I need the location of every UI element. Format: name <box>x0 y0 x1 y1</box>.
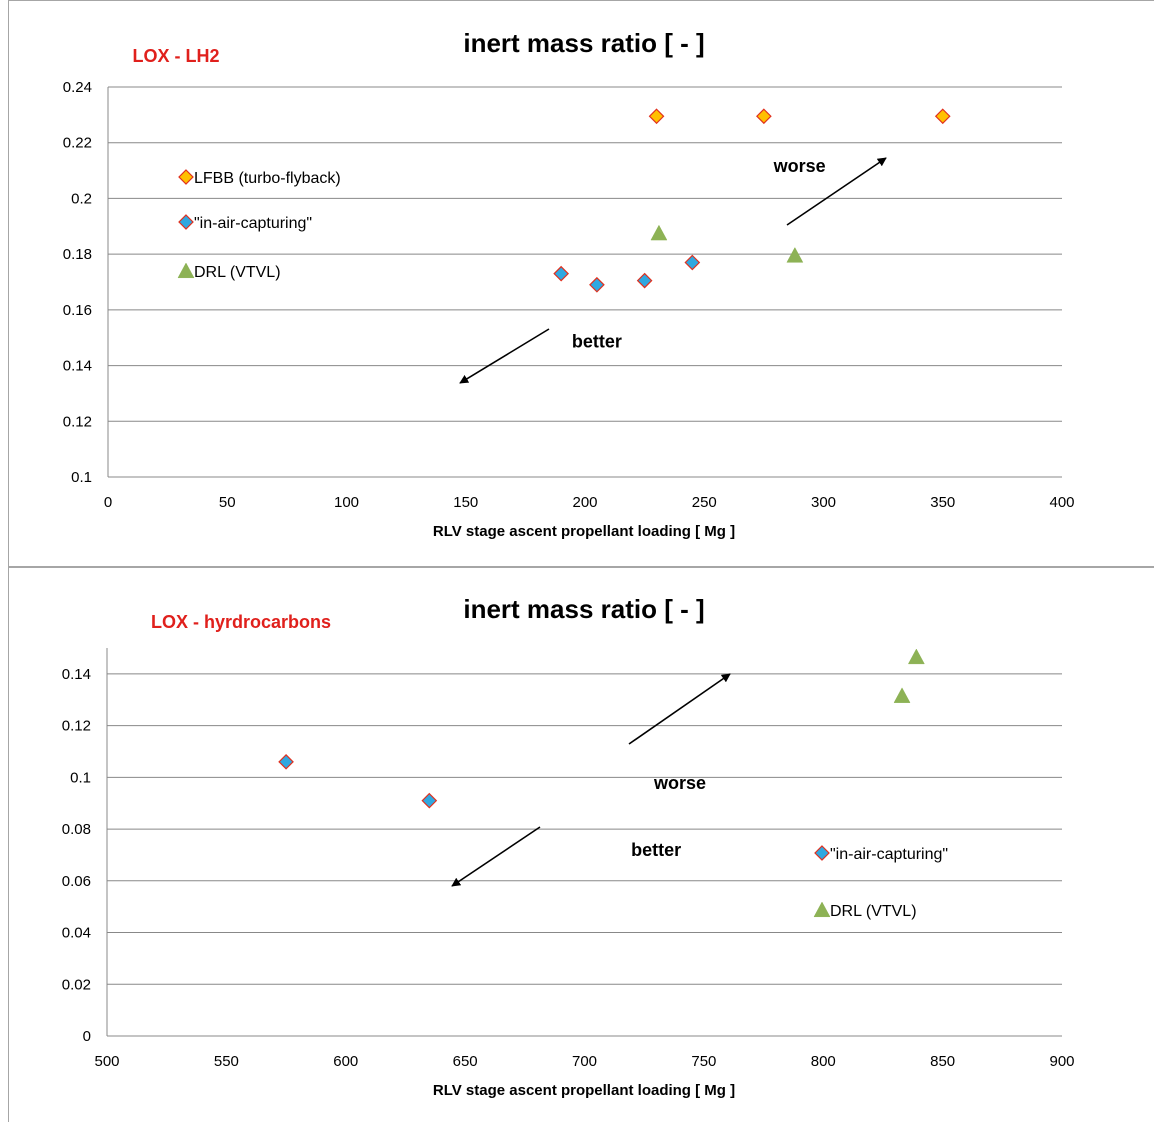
data-point-diamond <box>934 108 951 125</box>
series-group <box>553 254 701 293</box>
y-tick-label: 0.14 <box>63 358 92 375</box>
legend-marker-triangle <box>813 901 831 918</box>
y-tick-label: 0.04 <box>62 925 91 942</box>
y-tick-label: 0.06 <box>62 873 91 890</box>
data-point-diamond <box>756 108 772 125</box>
y-tick-label: 0.24 <box>63 79 92 96</box>
y-tick-label: 0.1 <box>71 469 92 486</box>
frame-left-border <box>8 0 9 1122</box>
data-point-diamond <box>648 108 665 125</box>
x-tick-label: 250 <box>692 494 717 511</box>
annotation-arrow <box>451 826 541 887</box>
annotation-arrow <box>459 328 550 384</box>
x-tick-label: 100 <box>334 494 359 511</box>
x-axis-title: RLV stage ascent propellant loading [ Mg… <box>433 1082 735 1099</box>
annotation-label-worse: worse <box>653 773 706 793</box>
data-point-diamond <box>553 265 569 282</box>
x-tick-label: 550 <box>214 1053 239 1070</box>
x-tick-label: 0 <box>104 494 112 511</box>
data-point-diamond <box>684 254 701 271</box>
legend-marker-diamond <box>178 214 194 230</box>
y-tick-label: 0.14 <box>62 666 91 683</box>
data-point-diamond <box>589 276 605 293</box>
x-tick-label: 600 <box>333 1053 358 1070</box>
y-tick-label: 0.16 <box>63 302 92 319</box>
y-tick-label: 0.08 <box>62 821 91 838</box>
x-tick-label: 150 <box>453 494 478 511</box>
annotation-label-better: better <box>631 840 681 860</box>
x-tick-label: 50 <box>219 494 236 511</box>
legend-marker-triangle <box>177 262 195 279</box>
series-group <box>650 224 804 263</box>
chart-title: inert mass ratio [ - ] <box>463 28 704 58</box>
legend-label: DRL (VTVL) <box>194 264 281 281</box>
frame-top-border <box>8 0 1154 1</box>
annotation-arrow <box>628 673 731 745</box>
x-tick-label: 300 <box>811 494 836 511</box>
y-tick-label: 0 <box>83 1028 91 1045</box>
y-tick-label: 0.02 <box>62 976 91 993</box>
data-point-diamond <box>636 272 653 289</box>
x-tick-label: 200 <box>572 494 597 511</box>
legend-label: LFBB (turbo-flyback) <box>194 170 341 187</box>
annotation-arrow <box>786 157 887 226</box>
chart-lox-lh2: 0.1 0.12 0.14 0.16 0.18 0.2 0.22 0.24 0 50 100 150 2… <box>63 28 1075 540</box>
series-group <box>893 648 925 703</box>
annotation-label-better: better <box>572 331 622 351</box>
propellant-label: LOX - hyrdrocarbons <box>151 612 331 632</box>
series-group <box>648 108 951 125</box>
data-point-diamond <box>421 792 438 809</box>
x-tick-label: 400 <box>1049 494 1074 511</box>
chart-panel-lox-hydrocarbons: 0 0.02 0.04 0.06 0.08 0.1 0.12 0.14 500 550 600 650… <box>0 566 1154 1122</box>
legend-marker-diamond <box>178 169 194 185</box>
data-point-triangle <box>907 648 925 665</box>
y-tick-label: 0.18 <box>63 246 92 263</box>
y-tick-label: 0.22 <box>63 135 92 152</box>
legend-label: "in-air-capturing" <box>194 215 312 232</box>
annotation-label-worse: worse <box>773 156 826 176</box>
panel-divider <box>8 566 1154 568</box>
data-point-triangle <box>893 687 911 703</box>
x-tick-label: 900 <box>1049 1053 1074 1070</box>
data-point-triangle <box>650 224 668 241</box>
y-tick-label: 0.1 <box>70 769 91 786</box>
chart-panel-lox-lh2: 0.1 0.12 0.14 0.16 0.18 0.2 0.22 0.24 0 50 100 150 2… <box>63 28 1075 540</box>
x-tick-label: 650 <box>453 1053 478 1070</box>
y-tick-label: 0.12 <box>62 718 91 735</box>
y-tick-label: 0.2 <box>71 190 92 207</box>
propellant-label: LOX - LH2 <box>132 46 219 66</box>
x-tick-label: 500 <box>94 1053 119 1070</box>
x-tick-label: 750 <box>691 1053 716 1070</box>
legend-marker-diamond <box>814 845 830 861</box>
data-point-diamond <box>278 753 294 770</box>
chart-lox-hydrocarbons: 0 0.02 0.04 0.06 0.08 0.1 0.12 0.14 500 550 600 650… <box>62 594 1075 1099</box>
chart-title: inert mass ratio [ - ] <box>463 594 704 624</box>
legend-label: "in-air-capturing" <box>830 846 948 863</box>
x-tick-label: 800 <box>811 1053 836 1070</box>
x-tick-label: 850 <box>930 1053 955 1070</box>
x-tick-label: 350 <box>930 494 955 511</box>
x-axis-title: RLV stage ascent propellant loading [ Mg… <box>433 523 735 540</box>
y-tick-label: 0.12 <box>63 413 92 430</box>
x-tick-label: 700 <box>572 1053 597 1070</box>
data-point-triangle <box>786 247 804 263</box>
series-group <box>278 753 438 809</box>
legend-label: DRL (VTVL) <box>830 903 917 920</box>
